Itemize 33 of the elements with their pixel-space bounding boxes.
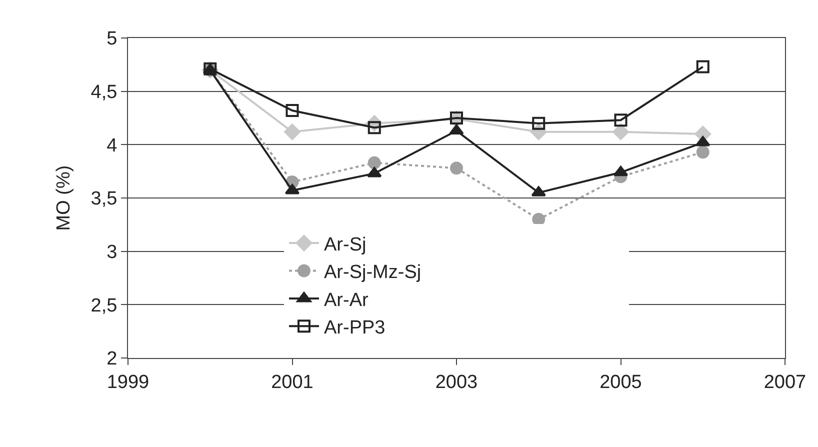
- point: [531, 186, 546, 196]
- point: [614, 114, 628, 127]
- point: [368, 156, 381, 170]
- point: [286, 104, 299, 118]
- y-tick-label: 4,5: [90, 82, 118, 103]
- point: [613, 166, 628, 176]
- point: [450, 162, 463, 175]
- legend-label: Ar-Ar: [324, 290, 369, 311]
- point: [367, 166, 382, 178]
- legend-label: Ar-Sj: [324, 234, 366, 256]
- legend-label: Ar-Sj-Mz-Sj: [324, 262, 422, 284]
- y-tick-label: 2,5: [90, 295, 118, 316]
- point: [696, 146, 710, 159]
- y-tick-label: 2: [106, 348, 118, 370]
- y-axis-title: MO (%): [54, 165, 75, 231]
- point: [284, 124, 300, 140]
- x-tick-label: 2007: [764, 372, 806, 393]
- point: [612, 124, 629, 140]
- x-tick-label: 2003: [435, 372, 478, 393]
- x-tick-label: 2001: [271, 372, 314, 393]
- point: [449, 124, 464, 135]
- y-tick-label: 3,5: [90, 188, 118, 210]
- y-tick-label: 5: [106, 28, 118, 50]
- x-tick-label: 1999: [106, 372, 150, 393]
- point: [696, 136, 710, 146]
- point: [450, 112, 463, 124]
- y-tick-label: 3: [106, 242, 118, 263]
- y-tick-label: 4: [106, 135, 118, 156]
- point: [532, 212, 546, 226]
- x-tick-label: 2005: [600, 372, 642, 393]
- point: [532, 116, 546, 130]
- legend-label: Ar-PP3: [324, 318, 386, 339]
- point: [696, 60, 710, 74]
